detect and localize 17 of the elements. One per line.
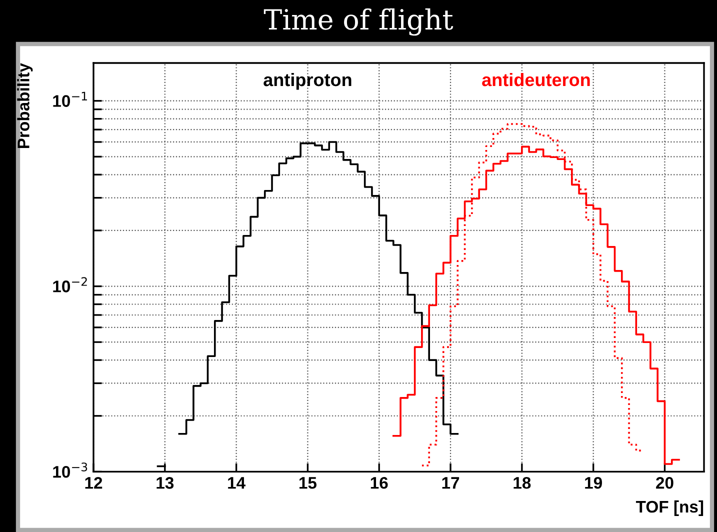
x-tick-label: 18 <box>514 477 531 489</box>
x-tick-label: 13 <box>156 477 174 489</box>
x-axis-title: TOF [ns] <box>636 500 704 516</box>
y-tick-label: 10$^{−1}$ <box>53 92 87 107</box>
y-axis-title: Probability <box>17 63 33 148</box>
text: antiproton <box>264 72 352 90</box>
x-tick-label: 19 <box>585 477 602 489</box>
x-tick-label: 12 <box>85 477 102 489</box>
x-tick-label: 14 <box>228 477 246 489</box>
text: antideuteron <box>482 72 590 86</box>
chart-title: Time of flight <box>264 8 454 36</box>
x-tick-label: 16 <box>370 477 388 489</box>
x-tick-label: 20 <box>656 477 674 489</box>
y-tick-label: 10$^{−2}$ <box>53 277 87 292</box>
y-tick-label: 10$^{−3}$ <box>53 462 88 478</box>
x-tick-label: 17 <box>442 477 460 489</box>
x-tick-label: 15 <box>299 477 317 489</box>
